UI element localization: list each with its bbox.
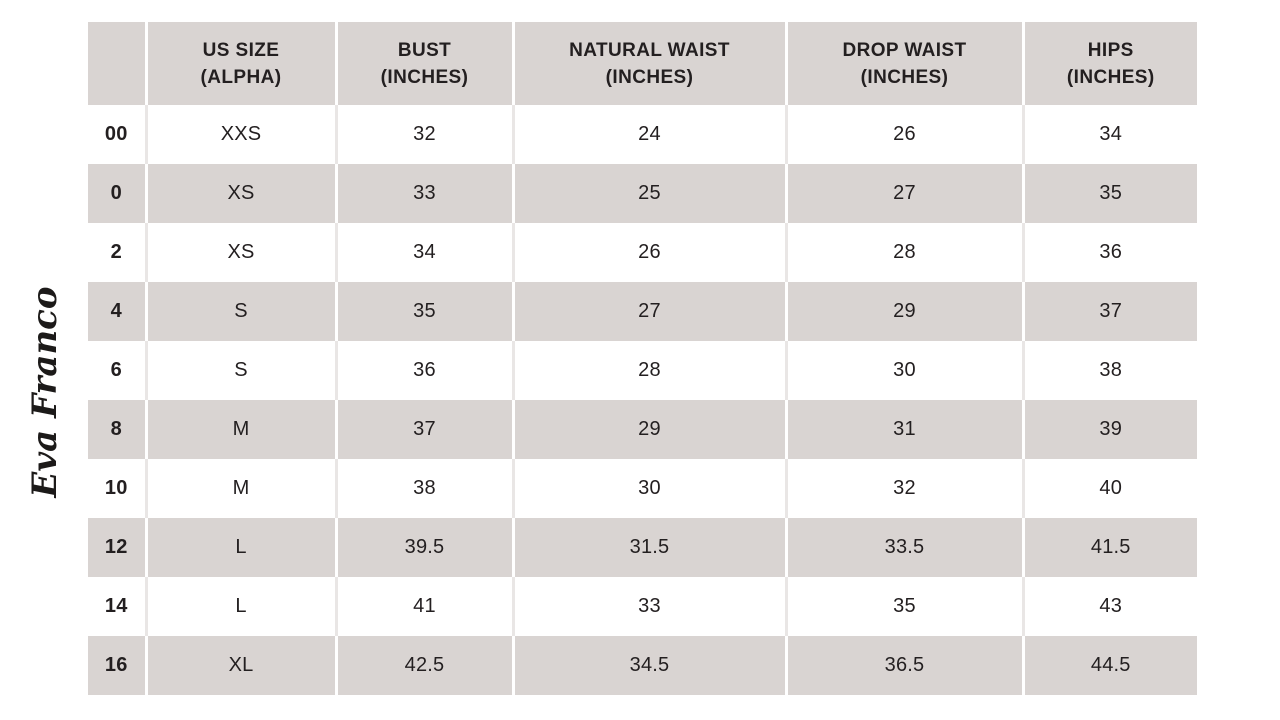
header-natural-waist: NATURAL WAIST (INCHES) xyxy=(511,22,786,105)
cell-natural-waist: 29 xyxy=(511,400,786,459)
cell-natural-waist: 30 xyxy=(511,459,786,518)
cell-natural-waist: 33 xyxy=(511,577,786,636)
header-drop-waist: DROP WAIST (INCHES) xyxy=(784,22,1023,105)
table-row-size-8: 8 M 37 29 31 39 xyxy=(88,400,1197,459)
cell-size-label: 2 xyxy=(88,223,146,282)
table-row-size-12: 12 L 39.5 31.5 33.5 41.5 xyxy=(88,518,1197,577)
header-label-line: BUST xyxy=(397,39,452,61)
header-label-line: (ALPHA) xyxy=(200,66,282,88)
cell-alpha: S xyxy=(144,282,336,341)
cell-hips: 41.5 xyxy=(1021,518,1197,577)
size-chart-container: US SIZE (ALPHA) BUST (INCHES) NATURAL WA… xyxy=(88,22,1197,695)
cell-bust: 41 xyxy=(334,577,513,636)
header-label-line: (INCHES) xyxy=(1066,66,1155,88)
table-row-size-4: 4 S 35 27 29 37 xyxy=(88,282,1197,341)
header-label-line: (INCHES) xyxy=(860,66,949,88)
cell-alpha: S xyxy=(144,341,336,400)
cell-hips: 44.5 xyxy=(1021,636,1197,695)
table-row-size-0: 0 XS 33 25 27 35 xyxy=(88,164,1197,223)
cell-drop-waist: 31 xyxy=(784,400,1023,459)
cell-bust: 39.5 xyxy=(334,518,513,577)
header-label-line: US SIZE xyxy=(202,39,280,61)
header-row: US SIZE (ALPHA) BUST (INCHES) NATURAL WA… xyxy=(88,22,1197,105)
header-us-size-alpha: US SIZE (ALPHA) xyxy=(144,22,336,105)
header-label-line: HIPS xyxy=(1087,39,1134,61)
cell-size-label: 0 xyxy=(88,164,146,223)
cell-bust: 35 xyxy=(334,282,513,341)
cell-natural-waist: 28 xyxy=(511,341,786,400)
eva-franco-logo: Eva Franco xyxy=(20,277,70,507)
cell-hips: 43 xyxy=(1021,577,1197,636)
cell-alpha: L xyxy=(144,577,336,636)
cell-hips: 34 xyxy=(1021,105,1197,164)
cell-drop-waist: 30 xyxy=(784,341,1023,400)
cell-drop-waist: 32 xyxy=(784,459,1023,518)
cell-hips: 39 xyxy=(1021,400,1197,459)
size-chart-table: US SIZE (ALPHA) BUST (INCHES) NATURAL WA… xyxy=(88,22,1197,695)
cell-natural-waist: 34.5 xyxy=(511,636,786,695)
cell-alpha: L xyxy=(144,518,336,577)
cell-natural-waist: 24 xyxy=(511,105,786,164)
cell-natural-waist: 25 xyxy=(511,164,786,223)
cell-drop-waist: 29 xyxy=(784,282,1023,341)
cell-alpha: M xyxy=(144,459,336,518)
cell-alpha: XL xyxy=(144,636,336,695)
cell-drop-waist: 33.5 xyxy=(784,518,1023,577)
cell-size-label: 8 xyxy=(88,400,146,459)
eva-franco-logo-text: Eva Franco xyxy=(25,286,65,498)
header-label-line: NATURAL WAIST xyxy=(569,39,730,61)
cell-hips: 37 xyxy=(1021,282,1197,341)
table-row-size-10: 10 M 38 30 32 40 xyxy=(88,459,1197,518)
cell-drop-waist: 28 xyxy=(784,223,1023,282)
cell-alpha: M xyxy=(144,400,336,459)
cell-hips: 40 xyxy=(1021,459,1197,518)
cell-bust: 32 xyxy=(334,105,513,164)
table-row-size-2: 2 XS 34 26 28 36 xyxy=(88,223,1197,282)
table-row-size-16: 16 XL 42.5 34.5 36.5 44.5 xyxy=(88,636,1197,695)
cell-alpha: XXS xyxy=(144,105,336,164)
cell-natural-waist: 31.5 xyxy=(511,518,786,577)
header-label-line: DROP WAIST xyxy=(842,39,967,61)
cell-size-label: 14 xyxy=(88,577,146,636)
cell-hips: 38 xyxy=(1021,341,1197,400)
cell-size-label: 12 xyxy=(88,518,146,577)
cell-bust: 36 xyxy=(334,341,513,400)
cell-size-label: 00 xyxy=(88,105,146,164)
cell-hips: 35 xyxy=(1021,164,1197,223)
header-hips: HIPS (INCHES) xyxy=(1021,22,1197,105)
cell-drop-waist: 35 xyxy=(784,577,1023,636)
cell-drop-waist: 36.5 xyxy=(784,636,1023,695)
cell-size-label: 16 xyxy=(88,636,146,695)
cell-size-label: 6 xyxy=(88,341,146,400)
cell-bust: 38 xyxy=(334,459,513,518)
header-label-line: (INCHES) xyxy=(605,66,694,88)
table-row-size-00: 00 XXS 32 24 26 34 xyxy=(88,105,1197,164)
header-bust: BUST (INCHES) xyxy=(334,22,513,105)
cell-bust: 37 xyxy=(334,400,513,459)
table-row-size-14: 14 L 41 33 35 43 xyxy=(88,577,1197,636)
cell-hips: 36 xyxy=(1021,223,1197,282)
cell-drop-waist: 27 xyxy=(784,164,1023,223)
cell-alpha: XS xyxy=(144,164,336,223)
cell-bust: 33 xyxy=(334,164,513,223)
cell-natural-waist: 26 xyxy=(511,223,786,282)
cell-drop-waist: 26 xyxy=(784,105,1023,164)
cell-alpha: XS xyxy=(144,223,336,282)
cell-bust: 34 xyxy=(334,223,513,282)
cell-size-label: 10 xyxy=(88,459,146,518)
cell-natural-waist: 27 xyxy=(511,282,786,341)
header-empty xyxy=(88,22,146,105)
cell-bust: 42.5 xyxy=(334,636,513,695)
cell-size-label: 4 xyxy=(88,282,146,341)
table-row-size-6: 6 S 36 28 30 38 xyxy=(88,341,1197,400)
header-label-line: (INCHES) xyxy=(380,66,469,88)
